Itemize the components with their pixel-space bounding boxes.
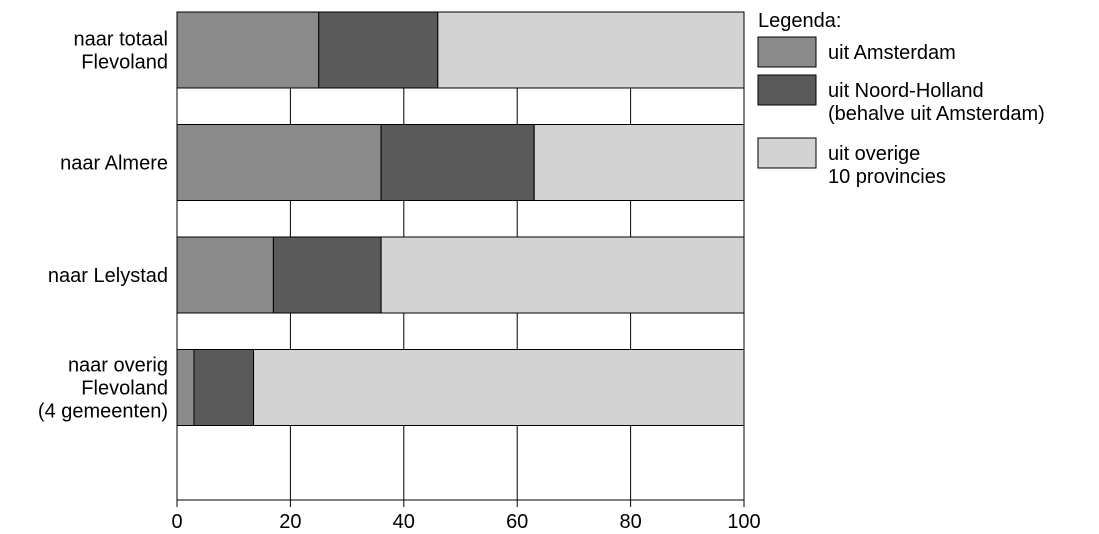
legend-entry-line: (behalve uit Amsterdam) xyxy=(828,103,1045,125)
bar-segment xyxy=(176,236,274,314)
legend-swatch xyxy=(757,36,817,68)
bar-segment xyxy=(318,11,439,89)
x-tick-label: 20 xyxy=(279,511,301,533)
category-label: naar Almere xyxy=(60,153,168,175)
bars xyxy=(176,11,745,426)
category-label-line: naar totaal xyxy=(73,29,168,51)
x-axis: 0 20 40 60 80 100 xyxy=(171,499,761,533)
legend-entry-line: uit Noord-Holland xyxy=(828,80,984,102)
bar-segment xyxy=(272,236,382,314)
x-tick-label: 0 xyxy=(171,511,182,533)
legend-entry: uit overige 10 provincies xyxy=(828,143,946,188)
category-label-line: Flevoland xyxy=(81,378,168,400)
x-tick-label: 80 xyxy=(619,511,641,533)
legend-entry-line: uit Amsterdam xyxy=(828,42,956,64)
legend-title: Legenda: xyxy=(758,10,841,32)
bar-segment xyxy=(176,349,195,426)
x-tick-label: 40 xyxy=(393,511,415,533)
legend: Legenda: uit Amsterdam uit Noord-Holland (b… xyxy=(757,10,1045,188)
x-tick-label: 60 xyxy=(506,511,528,533)
category-label-line: naar Almere xyxy=(60,153,168,175)
category-label-line: naar overig xyxy=(68,355,168,377)
category-label-line: naar Lelystad xyxy=(48,265,168,287)
legend-entry-line: uit overige xyxy=(828,143,920,165)
category-label: naar Lelystad xyxy=(48,265,168,287)
bar-segment xyxy=(253,349,745,426)
bar-segment xyxy=(533,124,745,201)
legend-swatch xyxy=(757,137,817,169)
x-tick-label: 100 xyxy=(727,511,760,533)
category-label-line: (4 gemeenten) xyxy=(38,401,168,423)
bar-segment xyxy=(437,11,745,89)
legend-entry-line: 10 provincies xyxy=(828,166,946,188)
category-label: naar overig Flevoland (4 gemeenten) xyxy=(38,355,168,423)
bar-segment xyxy=(193,349,255,426)
legend-entry: uit Noord-Holland (behalve uit Amsterdam) xyxy=(828,80,1045,125)
bar-segment xyxy=(176,124,382,201)
category-label-line: Flevoland xyxy=(81,52,168,74)
bar-segment xyxy=(380,124,535,201)
bar-segment xyxy=(380,236,745,314)
legend-entry: uit Amsterdam xyxy=(828,42,956,64)
bar-segment xyxy=(176,11,320,89)
category-label: naar totaal Flevoland xyxy=(73,29,168,74)
legend-swatch xyxy=(757,74,817,106)
